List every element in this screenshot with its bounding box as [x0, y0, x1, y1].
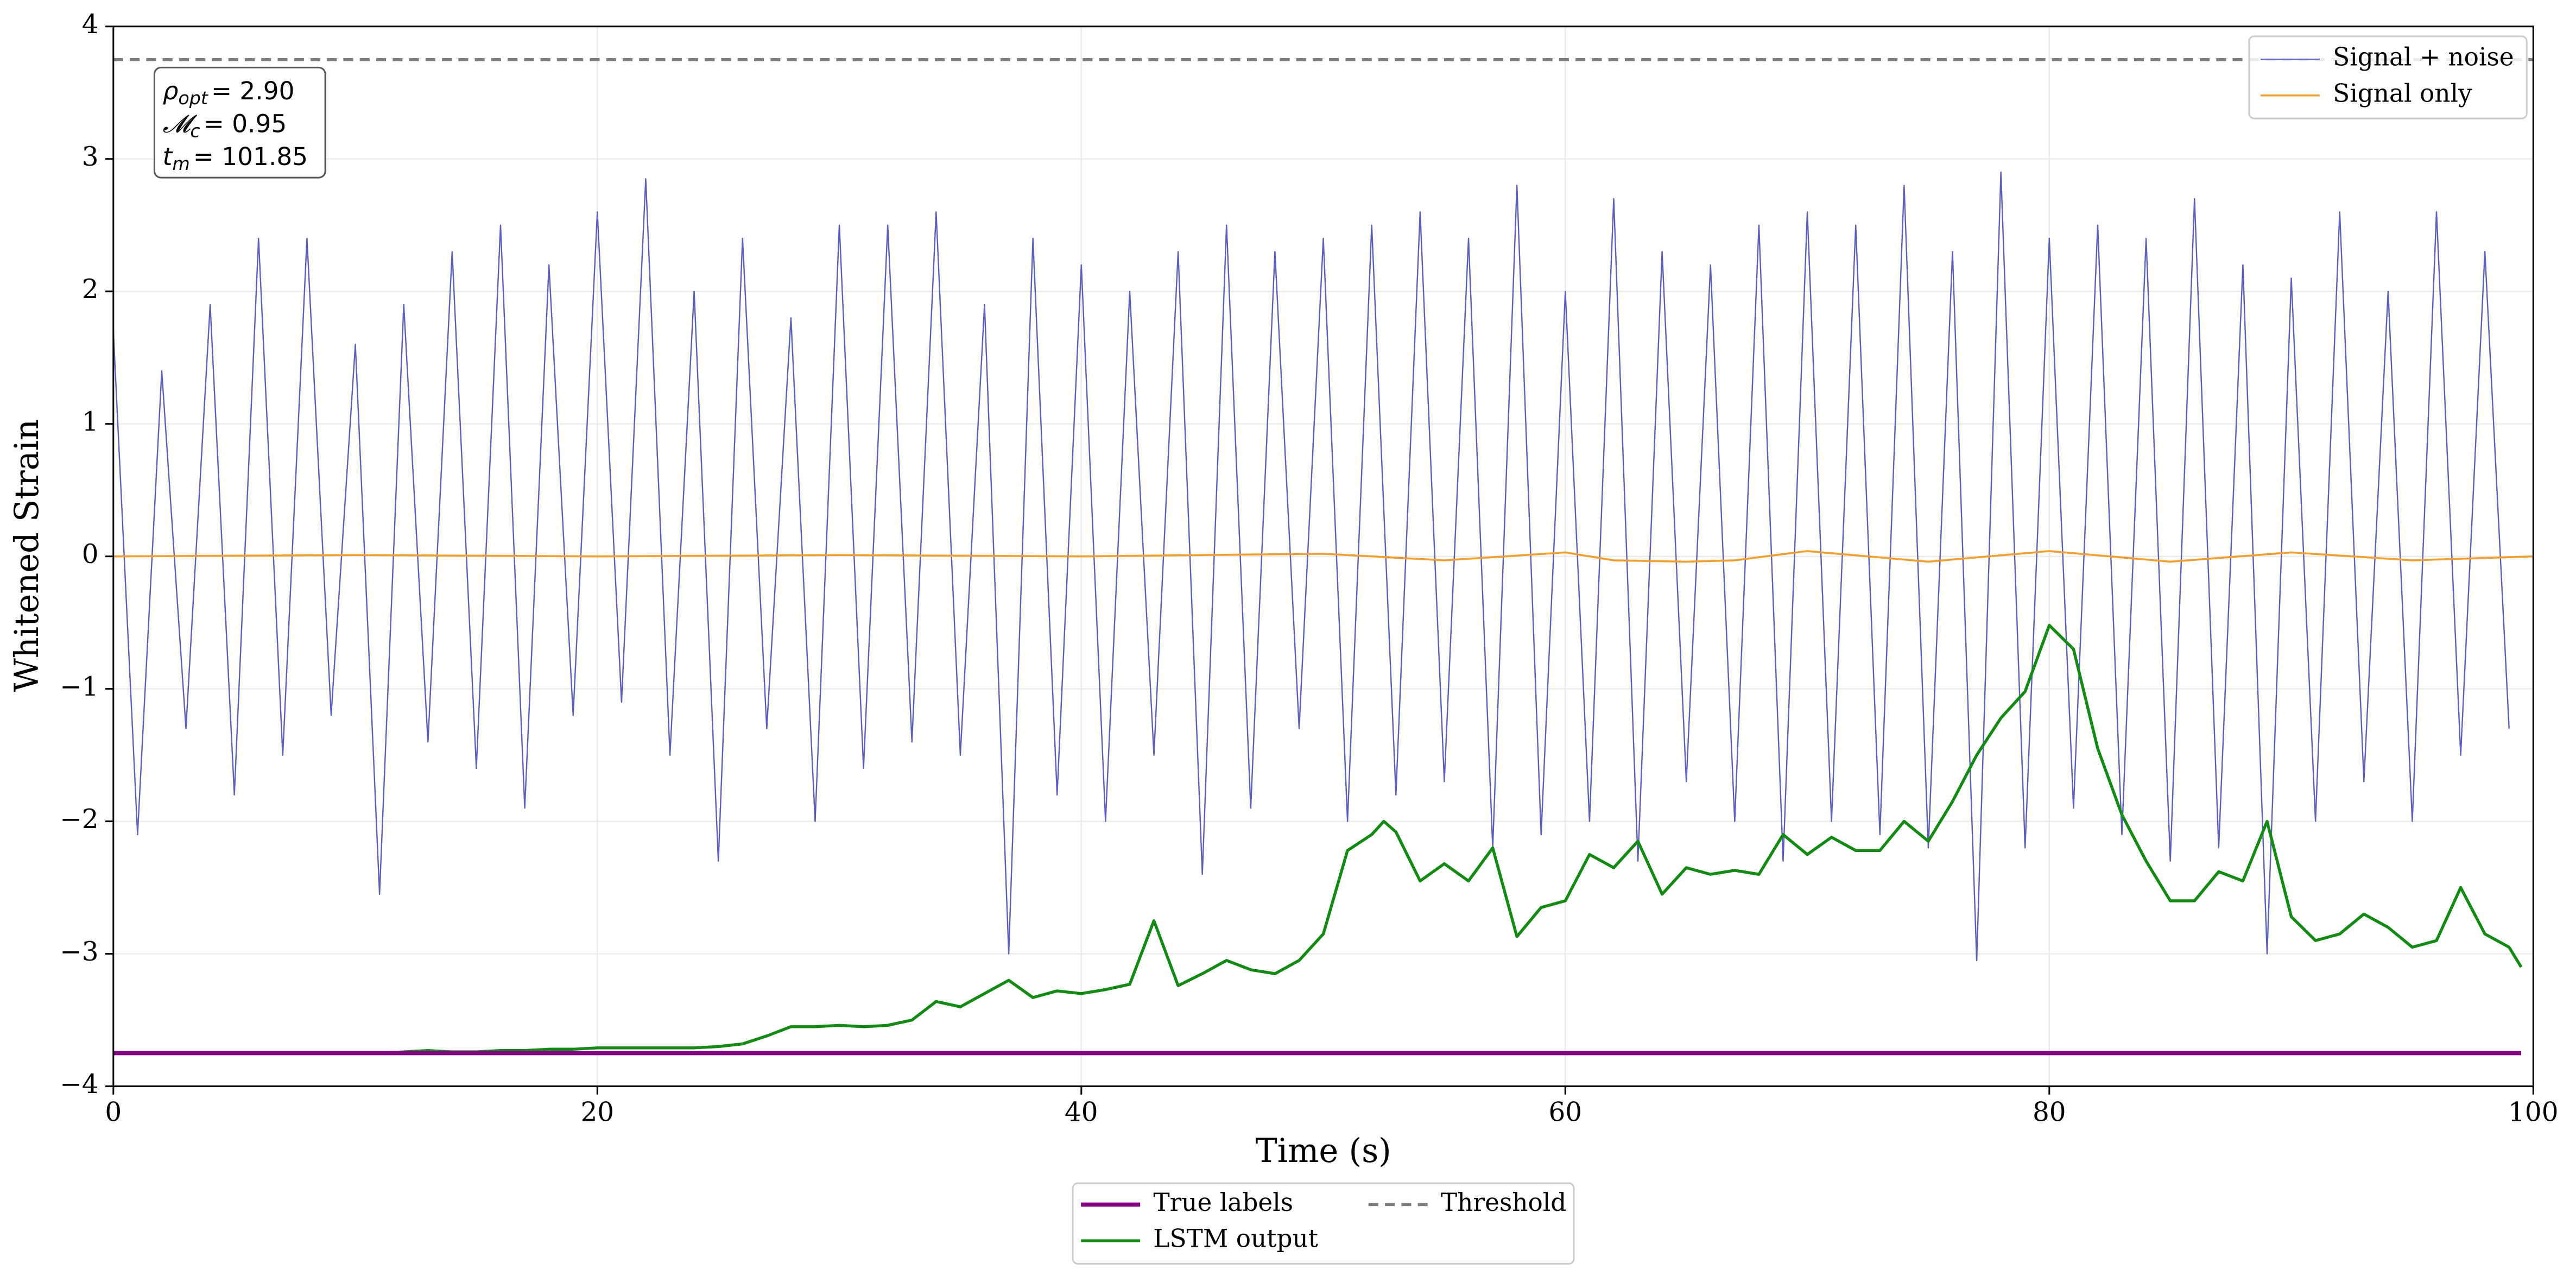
annotation-subscript: c	[190, 120, 200, 141]
x-tick-label: 40	[1065, 1097, 1098, 1128]
y-tick-label: −1	[60, 672, 98, 702]
series-line	[113, 623, 2523, 1055]
annotation-value: = 101.85	[193, 142, 308, 170]
y-axis-label: Whitened Strain	[8, 419, 46, 692]
y-tick-label: 3	[82, 142, 99, 172]
annotation-value: = 2.90	[211, 76, 294, 105]
annotation-text: tm = 101.85	[163, 142, 308, 174]
annotation-subscript: opt	[178, 87, 208, 108]
annotation-text: 𝓜c = 0.95	[163, 109, 287, 141]
series-line	[112, 171, 2510, 962]
annotation-value: = 0.95	[204, 109, 287, 138]
y-tick-label: −3	[60, 937, 98, 967]
annotation-frame	[153, 66, 326, 179]
y-tick-label: 4	[82, 9, 99, 40]
legend-label: Signal + noise	[2333, 43, 2514, 72]
annotation-symbol: ρ	[163, 76, 179, 105]
legend-label: LSTM output	[1153, 1224, 1318, 1253]
x-tick-label: 0	[105, 1097, 122, 1128]
y-tick-label: 0	[82, 539, 99, 570]
legend-label: Threshold	[1441, 1188, 1566, 1217]
y-tick-label: 2	[82, 274, 99, 305]
series-line	[113, 550, 2534, 563]
x-tick-label: 80	[2033, 1097, 2066, 1128]
plot-frame	[112, 26, 2534, 1088]
legend-label: True labels	[1153, 1188, 1293, 1217]
legend-label: Signal only	[2333, 79, 2472, 108]
annotation-text: ρopt = 2.90	[163, 76, 295, 108]
x-tick-label: 60	[1549, 1097, 1583, 1128]
x-tick-label: 20	[581, 1097, 615, 1128]
x-tick-label: 100	[2508, 1097, 2558, 1128]
annotation-subscript: m	[172, 153, 189, 174]
y-tick-label: 1	[82, 407, 99, 437]
x-axis-label: Time (s)	[1255, 1132, 1391, 1170]
legend-frame	[2248, 35, 2528, 119]
legend-frame	[1072, 1182, 1575, 1265]
y-tick-label: −2	[60, 804, 98, 835]
annotation-symbol: t	[163, 142, 174, 170]
y-tick-label: −4	[60, 1069, 98, 1100]
